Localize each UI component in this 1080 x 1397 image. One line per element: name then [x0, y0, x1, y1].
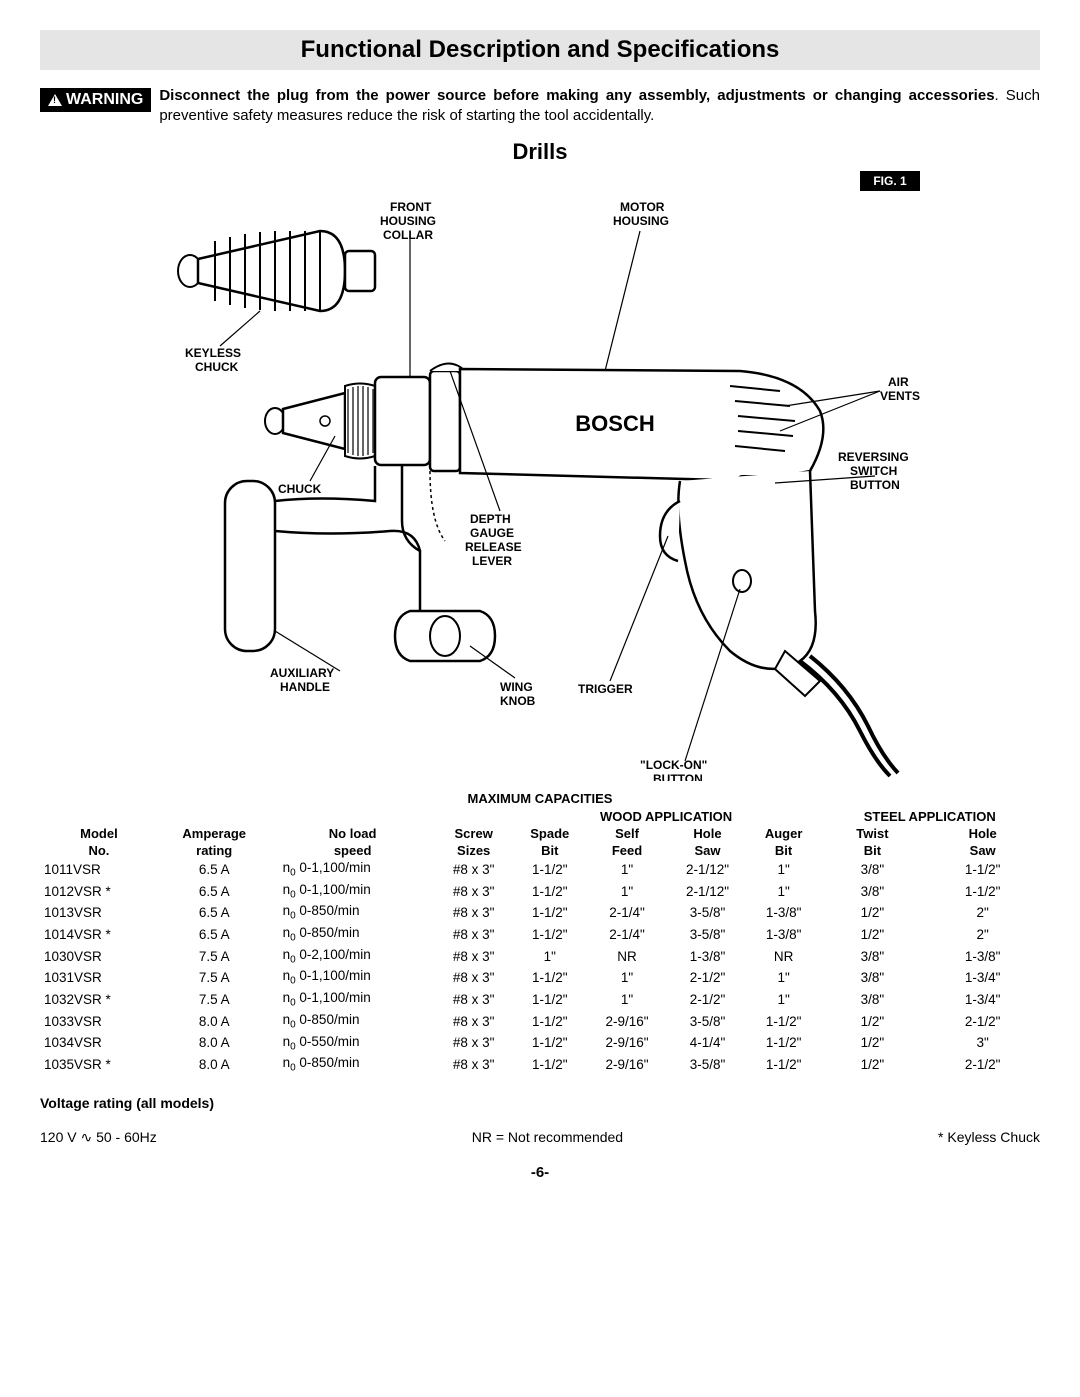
label-front-housing-collar: FRONTHOUSINGCOLLAR — [380, 200, 436, 242]
table-row: 1030VSR7.5 An0 0-2,100/min#8 x 3"1"NR1-3… — [40, 945, 1040, 967]
table-row: 1013VSR6.5 An0 0-850/min#8 x 3"1-1/2"2-1… — [40, 902, 1040, 924]
wood-app-header: WOOD APPLICATION — [513, 808, 820, 825]
header-row-1: Model Amperage No load Screw Spade Self … — [40, 825, 1040, 842]
figure-1: FIG. 1 — [40, 171, 1040, 781]
nr-legend: NR = Not recommended — [472, 1129, 623, 1146]
spec-table: WOOD APPLICATION STEEL APPLICATION Model… — [40, 808, 1040, 1076]
label-motor-housing: MOTORHOUSING — [613, 200, 669, 228]
warning-badge: WARNING — [40, 88, 151, 112]
keyless-legend: * Keyless Chuck — [938, 1129, 1040, 1146]
warning-badge-text: WARNING — [66, 91, 143, 109]
footer-row: 120 V ∿ 50 - 60Hz NR = Not recommended *… — [40, 1129, 1040, 1146]
warning-bold: Disconnect the plug from the power sourc… — [159, 87, 994, 104]
warning-text: Disconnect the plug from the power sourc… — [159, 86, 1040, 127]
table-row: 1034VSR8.0 An0 0-550/min#8 x 3"1-1/2"2-9… — [40, 1032, 1040, 1054]
label-air-vents: AIRVENTS — [880, 375, 920, 403]
fig-badge-text: FIG. 1 — [873, 174, 907, 188]
page-number: -6- — [40, 1164, 1040, 1181]
page-title: Functional Description and Specification… — [40, 30, 1040, 70]
label-chuck: CHUCK — [278, 482, 322, 496]
table-row: 1035VSR *8.0 An0 0-850/min#8 x 3"1-1/2"2… — [40, 1054, 1040, 1076]
warning-triangle-icon — [48, 94, 62, 106]
keyless-chuck-illustration — [178, 231, 375, 311]
drills-heading: Drills — [40, 139, 1040, 165]
voltage-text: 120 V ∿ 50 - 60Hz — [40, 1129, 157, 1146]
label-aux-handle: AUXILIARYHANDLE — [270, 666, 334, 694]
drill-body-illustration: BOSCH — [225, 363, 898, 776]
label-depth-gauge: DEPTHGAUGERELEASELEVER — [465, 512, 522, 568]
table-row: 1031VSR7.5 An0 0-1,100/min#8 x 3"1-1/2"1… — [40, 967, 1040, 989]
capacities-title: MAXIMUM CAPACITIES — [40, 791, 1040, 806]
header-row-2: No. rating speed Sizes Bit Feed Saw Bit … — [40, 842, 1040, 859]
table-row: 1032VSR *7.5 An0 0-1,100/min#8 x 3"1-1/2… — [40, 989, 1040, 1011]
brand-text: BOSCH — [575, 411, 654, 436]
label-wing-knob: WINGKNOB — [500, 680, 536, 708]
label-trigger: TRIGGER — [578, 682, 633, 696]
table-row: 1033VSR8.0 An0 0-850/min#8 x 3"1-1/2"2-9… — [40, 1010, 1040, 1032]
warning-block: WARNING Disconnect the plug from the pow… — [40, 86, 1040, 127]
table-row: 1011VSR6.5 An0 0-1,100/min#8 x 3"1-1/2"1… — [40, 859, 1040, 881]
label-lock-on: "LOCK-ON"BUTTON — [640, 758, 707, 781]
label-reversing-switch: REVERSINGSWITCHBUTTON — [838, 450, 909, 492]
label-keyless-chuck: KEYLESSCHUCK — [185, 346, 241, 374]
table-row: 1014VSR *6.5 An0 0-850/min#8 x 3"1-1/2"2… — [40, 924, 1040, 946]
voltage-heading: Voltage rating (all models) — [40, 1095, 1040, 1111]
table-row: 1012VSR *6.5 An0 0-1,100/min#8 x 3"1-1/2… — [40, 880, 1040, 902]
steel-app-header: STEEL APPLICATION — [819, 808, 1040, 825]
